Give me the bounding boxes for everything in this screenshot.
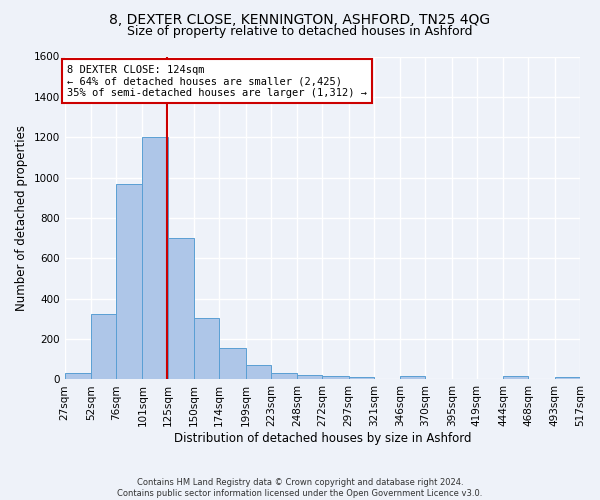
Bar <box>168 238 194 380</box>
X-axis label: Distribution of detached houses by size in Ashford: Distribution of detached houses by size … <box>173 432 471 445</box>
Bar <box>245 366 271 380</box>
Bar <box>142 137 168 380</box>
Bar <box>91 314 116 380</box>
Bar <box>271 374 297 380</box>
Bar <box>322 376 349 380</box>
Text: 8 DEXTER CLOSE: 124sqm
← 64% of detached houses are smaller (2,425)
35% of semi-: 8 DEXTER CLOSE: 124sqm ← 64% of detached… <box>67 64 367 98</box>
Text: 8, DEXTER CLOSE, KENNINGTON, ASHFORD, TN25 4QG: 8, DEXTER CLOSE, KENNINGTON, ASHFORD, TN… <box>109 12 491 26</box>
Bar <box>503 376 529 380</box>
Bar <box>297 376 322 380</box>
Bar <box>400 376 425 380</box>
Bar <box>194 318 219 380</box>
Bar <box>65 374 91 380</box>
Y-axis label: Number of detached properties: Number of detached properties <box>15 125 28 311</box>
Bar <box>349 378 374 380</box>
Bar <box>555 378 580 380</box>
Text: Contains HM Land Registry data © Crown copyright and database right 2024.
Contai: Contains HM Land Registry data © Crown c… <box>118 478 482 498</box>
Bar <box>116 184 142 380</box>
Text: Size of property relative to detached houses in Ashford: Size of property relative to detached ho… <box>127 25 473 38</box>
Bar <box>219 348 245 380</box>
